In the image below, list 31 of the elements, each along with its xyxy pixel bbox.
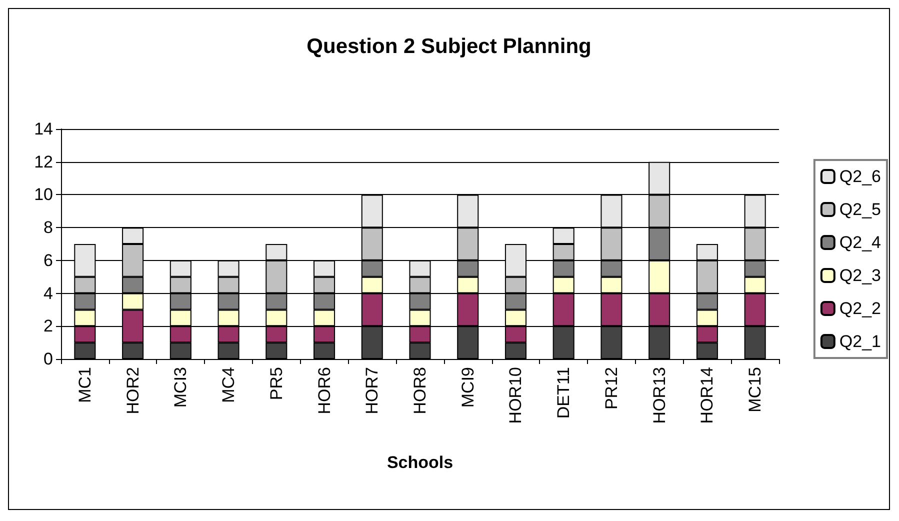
x-tick-label: MC4 [219, 367, 238, 403]
legend-label: Q2_6 [839, 167, 882, 186]
y-tick-label: 6 [44, 250, 53, 270]
legend-label: Q2_1 [839, 332, 882, 351]
x-tick-label: MC1 [75, 367, 94, 403]
y-tick-label: 2 [44, 316, 53, 336]
chart-title: Question 2 Subject Planning [306, 35, 592, 58]
x-tick-label: HOR8 [410, 367, 430, 414]
x-tick-label: DET11 [554, 367, 574, 419]
x-tick-label: PR12 [602, 367, 621, 410]
x-axis-title: Schools [386, 453, 454, 472]
legend-label: Q2_4 [839, 233, 882, 252]
y-tick-label: 8 [44, 218, 53, 238]
legend-label: Q2_3 [839, 266, 882, 285]
y-tick-label: 0 [44, 350, 53, 368]
x-tick-label: MC15 [746, 367, 765, 412]
y-tick-label: 14 [34, 120, 53, 138]
x-tick-label: HOR10 [506, 367, 526, 424]
y-tick-label: 10 [34, 185, 53, 204]
y-tick-label: 12 [34, 152, 53, 172]
x-tick-label: MCI9 [458, 367, 478, 408]
x-tick-label: HOR6 [314, 367, 334, 414]
legend-label: Q2_2 [839, 299, 882, 318]
x-tick-label: HOR13 [650, 367, 669, 424]
x-tick-label: HOR7 [362, 367, 382, 414]
x-tick-label: PR5 [266, 367, 286, 400]
x-tick-label: HOR14 [698, 367, 717, 424]
legend-label: Q2_5 [839, 200, 882, 219]
y-tick-label: 4 [44, 284, 53, 303]
x-tick-label: MCI3 [171, 367, 190, 408]
x-tick-label: HOR2 [123, 367, 142, 414]
